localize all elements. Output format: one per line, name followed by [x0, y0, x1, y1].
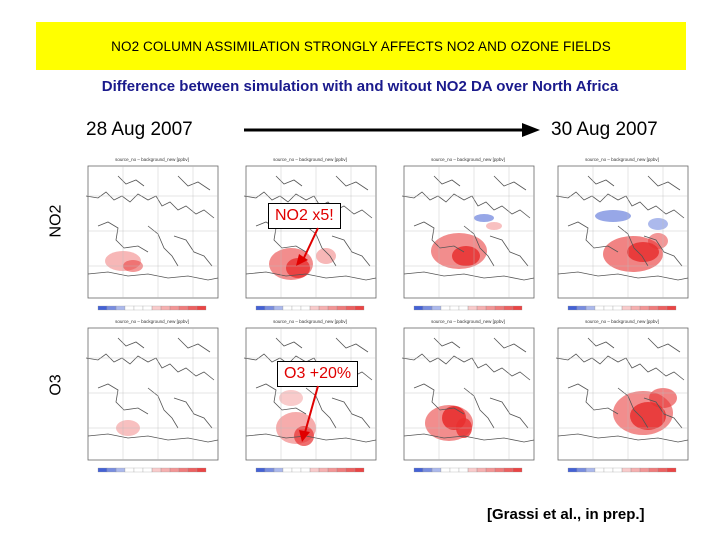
start-date-label: 28 Aug 2007	[86, 119, 193, 140]
end-date-label: 30 Aug 2007	[551, 119, 658, 140]
o3-callout: O3 +20%	[277, 361, 359, 387]
row-label-o3: O3	[47, 374, 65, 396]
svg-text:source_no – background_new [pp: source_no – background_new [ppbv]	[585, 319, 659, 324]
map-panel: source_no – background_new [ppbv]	[236, 156, 384, 318]
no2-callout: NO2 x5!	[268, 203, 341, 229]
map-panel: source_no – background_new [ppbv]	[548, 156, 696, 318]
title-banner: NO2 COLUMN ASSIMILATION STRONGLY AFFECTS…	[36, 22, 686, 70]
map-panel: source_no – background_new [ppbv]	[394, 318, 542, 480]
time-arrow	[244, 123, 540, 137]
map-panel: source_no – background_new [ppbv]	[78, 156, 226, 318]
banner-title: NO2 COLUMN ASSIMILATION STRONGLY AFFECTS…	[111, 38, 611, 54]
svg-text:source_no – background_new [pp: source_no – background_new [ppbv]	[585, 157, 659, 162]
svg-text:source_no – background_new [pp: source_no – background_new [ppbv]	[273, 157, 347, 162]
svg-text:source_no – background_new [pp: source_no – background_new [ppbv]	[115, 157, 189, 162]
subtitle: Difference between simulation with and w…	[101, 78, 619, 95]
map-panel: source_no – background_new [ppbv]	[548, 318, 696, 480]
map-panel: source_no – background_new [ppbv]	[394, 156, 542, 318]
map-panel: source_no – background_new [ppbv]	[78, 318, 226, 480]
citation: [Grassi et al., in prep.]	[487, 506, 645, 523]
svg-text:source_no – background_new [pp: source_no – background_new [ppbv]	[431, 319, 505, 324]
row-label-no2: NO2	[47, 204, 65, 238]
svg-text:source_no – background_new [pp: source_no – background_new [ppbv]	[273, 319, 347, 324]
map-panel: source_no – background_new [ppbv]	[236, 318, 384, 480]
svg-text:source_no – background_new [pp: source_no – background_new [ppbv]	[431, 157, 505, 162]
svg-text:source_no – background_new [pp: source_no – background_new [ppbv]	[115, 319, 189, 324]
